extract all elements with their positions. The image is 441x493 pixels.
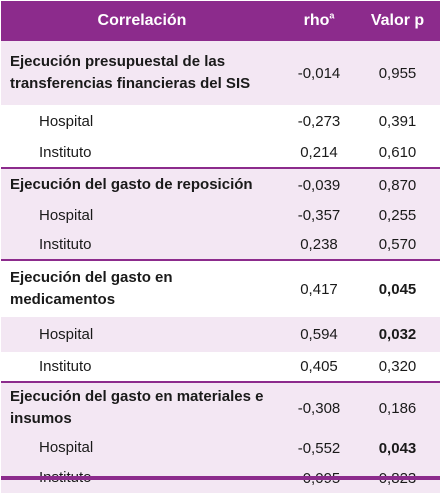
group-2-label: Ejecución del gasto de reposición bbox=[10, 176, 253, 193]
header-valor-p: Valor p bbox=[370, 12, 425, 29]
row-label: Instituto bbox=[39, 143, 92, 161]
row-label: Hospital bbox=[39, 439, 94, 456]
table-row-group-2-instituto: Instituto 0,238 0,570 bbox=[1, 230, 440, 259]
row-rho: -0,273 bbox=[297, 113, 341, 130]
group-2-p: 0,870 bbox=[378, 176, 417, 194]
table-row-group-3: Ejecución del gasto en medicamentos 0,41… bbox=[1, 259, 440, 317]
header-rho-label: rho bbox=[303, 12, 330, 29]
row-rho: 0,594 bbox=[300, 326, 338, 343]
row-p: 0,610 bbox=[378, 144, 417, 161]
table-row-group-1-instituto: Instituto 0,214 0,610 bbox=[1, 138, 440, 167]
row-p: 0,032 bbox=[378, 326, 417, 343]
row-label: Hospital bbox=[39, 206, 94, 224]
group-1-label-line1: Ejecución presupuestal de las bbox=[10, 53, 226, 70]
row-label: Hospital bbox=[39, 112, 94, 130]
row-label: Instituto bbox=[39, 357, 92, 375]
row-rho: -0,552 bbox=[297, 439, 341, 457]
group-1-rho: -0,014 bbox=[297, 64, 341, 82]
table-row-group-2: Ejecución del gasto de reposición -0,039… bbox=[1, 167, 440, 201]
group-3-label-line2: medicamentos bbox=[10, 291, 116, 308]
group-3-label-line1: Ejecución del gasto en bbox=[10, 269, 173, 286]
header-rho-superscript: a bbox=[329, 10, 335, 21]
table-row-group-3-instituto: Instituto 0,405 0,320 bbox=[1, 352, 440, 381]
table-bottom-border bbox=[1, 476, 440, 480]
row-p: 0,570 bbox=[378, 236, 417, 253]
group-1-label-line2: transferencias financieras del SIS bbox=[10, 75, 251, 92]
row-rho: 0,214 bbox=[300, 144, 338, 161]
group-4-p: 0,186 bbox=[378, 399, 417, 417]
table-row-group-1: Ejecución presupuestal de las transferen… bbox=[1, 41, 440, 105]
table-row-group-1-hospital: Hospital -0,273 0,391 bbox=[1, 105, 440, 138]
group-4-label: Ejecución del gasto en materiales e insu… bbox=[1, 386, 283, 430]
row-p: 0,043 bbox=[378, 439, 417, 457]
header-correlacion: Correlación bbox=[97, 12, 187, 29]
group-3-rho: 0,417 bbox=[300, 280, 338, 298]
row-p: 0,320 bbox=[378, 358, 417, 375]
group-2-rho: -0,039 bbox=[297, 176, 341, 194]
row-rho: -0,357 bbox=[297, 207, 341, 224]
row-p: 0,391 bbox=[378, 113, 417, 130]
table-row-group-3-hospital: Hospital 0,594 0,032 bbox=[1, 317, 440, 352]
row-label: Instituto bbox=[39, 235, 92, 253]
row-rho: 0,238 bbox=[300, 236, 338, 253]
row-rho: 0,405 bbox=[300, 358, 338, 375]
row-p: 0,255 bbox=[378, 207, 417, 224]
group-3-label: Ejecución del gasto en medicamentos bbox=[1, 267, 283, 311]
header-rho: rhoa bbox=[283, 10, 355, 30]
table-row-group-4-hospital: Hospital -0,552 0,043 bbox=[1, 433, 440, 463]
table-row-group-4: Ejecución del gasto en materiales e insu… bbox=[1, 381, 440, 433]
group-4-label-line2: insumos bbox=[10, 410, 72, 427]
group-3-p: 0,045 bbox=[378, 280, 417, 298]
table-header: Correlación rhoa Valor p bbox=[1, 1, 440, 41]
table-row-group-2-hospital: Hospital -0,357 0,255 bbox=[1, 201, 440, 230]
group-4-rho: -0,308 bbox=[297, 399, 341, 417]
group-1-label: Ejecución presupuestal de las transferen… bbox=[1, 51, 283, 95]
row-label: Hospital bbox=[39, 325, 94, 343]
group-4-label-line1: Ejecución del gasto en materiales e bbox=[10, 388, 264, 405]
group-1-p: 0,955 bbox=[378, 64, 417, 82]
